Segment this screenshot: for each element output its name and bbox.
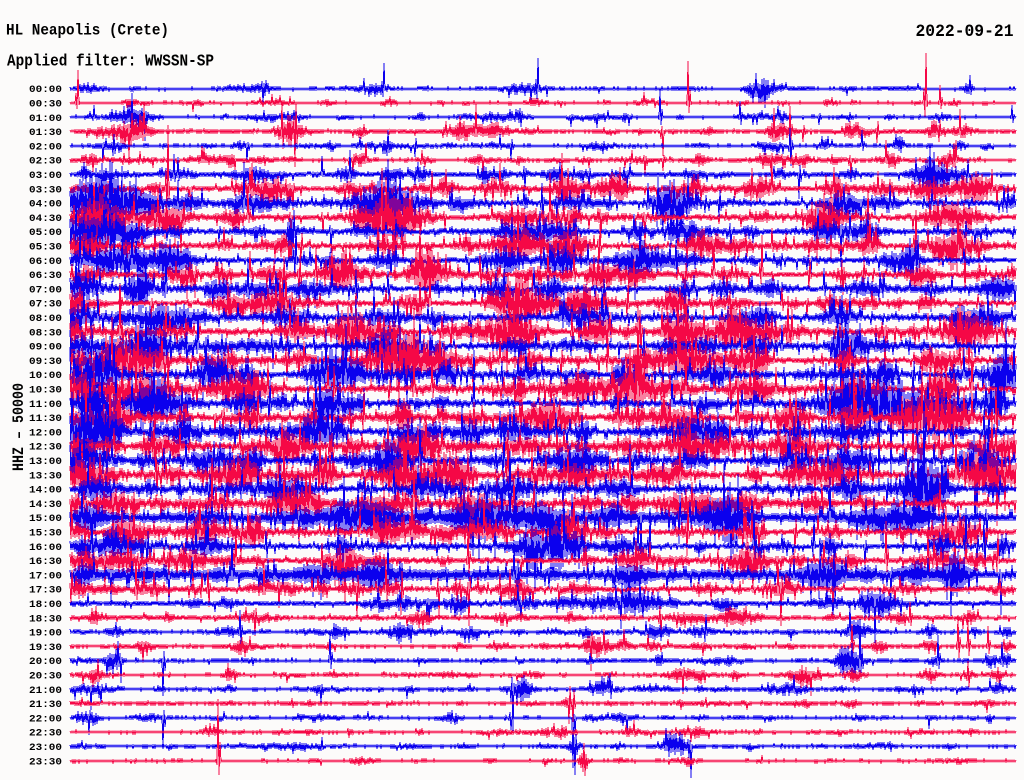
svg-text:00:00: 00:00 xyxy=(29,85,62,96)
svg-text:14:00: 14:00 xyxy=(29,486,62,497)
svg-text:21:00: 21:00 xyxy=(29,686,62,697)
svg-text:20:00: 20:00 xyxy=(29,657,62,668)
svg-text:17:30: 17:30 xyxy=(29,586,62,597)
svg-text:HL Neapolis (Crete): HL Neapolis (Crete) xyxy=(6,22,169,40)
svg-text:06:00: 06:00 xyxy=(29,257,62,268)
svg-text:12:00: 12:00 xyxy=(29,428,62,439)
svg-text:09:30: 09:30 xyxy=(29,357,62,368)
svg-text:01:30: 01:30 xyxy=(29,128,62,139)
svg-text:04:00: 04:00 xyxy=(29,200,62,211)
svg-text:HHZ – 50000: HHZ – 50000 xyxy=(10,383,28,471)
svg-text:08:30: 08:30 xyxy=(29,328,62,339)
svg-text:2022-09-21: 2022-09-21 xyxy=(916,22,1014,42)
svg-text:03:30: 03:30 xyxy=(29,185,62,196)
svg-text:04:30: 04:30 xyxy=(29,214,62,225)
svg-text:01:00: 01:00 xyxy=(29,114,62,125)
svg-text:21:30: 21:30 xyxy=(29,700,62,711)
svg-text:02:30: 02:30 xyxy=(29,157,62,168)
svg-text:19:00: 19:00 xyxy=(29,629,62,640)
svg-text:15:00: 15:00 xyxy=(29,514,62,525)
svg-text:20:30: 20:30 xyxy=(29,672,62,683)
svg-text:05:00: 05:00 xyxy=(29,228,62,239)
svg-text:07:00: 07:00 xyxy=(29,285,62,296)
svg-text:13:30: 13:30 xyxy=(29,471,62,482)
svg-text:23:00: 23:00 xyxy=(29,743,62,754)
svg-text:10:30: 10:30 xyxy=(29,386,62,397)
svg-text:19:30: 19:30 xyxy=(29,643,62,654)
svg-text:18:00: 18:00 xyxy=(29,600,62,611)
svg-text:08:00: 08:00 xyxy=(29,314,62,325)
svg-text:12:30: 12:30 xyxy=(29,443,62,454)
svg-text:16:30: 16:30 xyxy=(29,557,62,568)
svg-text:05:30: 05:30 xyxy=(29,243,62,254)
svg-text:17:00: 17:00 xyxy=(29,571,62,582)
svg-text:02:00: 02:00 xyxy=(29,142,62,153)
svg-text:22:00: 22:00 xyxy=(29,714,62,725)
svg-text:07:30: 07:30 xyxy=(29,300,62,311)
svg-text:15:30: 15:30 xyxy=(29,529,62,540)
svg-text:Applied filter: WWSSN-SP: Applied filter: WWSSN-SP xyxy=(7,52,214,71)
svg-text:13:00: 13:00 xyxy=(29,457,62,468)
svg-text:10:00: 10:00 xyxy=(29,371,62,382)
svg-text:09:00: 09:00 xyxy=(29,343,62,354)
svg-text:16:00: 16:00 xyxy=(29,543,62,554)
svg-text:11:00: 11:00 xyxy=(29,400,62,411)
svg-text:22:30: 22:30 xyxy=(29,729,62,740)
svg-text:18:30: 18:30 xyxy=(29,614,62,625)
svg-text:06:30: 06:30 xyxy=(29,271,62,282)
svg-text:11:30: 11:30 xyxy=(29,414,62,425)
svg-text:03:00: 03:00 xyxy=(29,171,62,182)
svg-text:14:30: 14:30 xyxy=(29,500,62,511)
svg-text:23:30: 23:30 xyxy=(29,757,62,768)
svg-text:00:30: 00:30 xyxy=(29,100,62,111)
